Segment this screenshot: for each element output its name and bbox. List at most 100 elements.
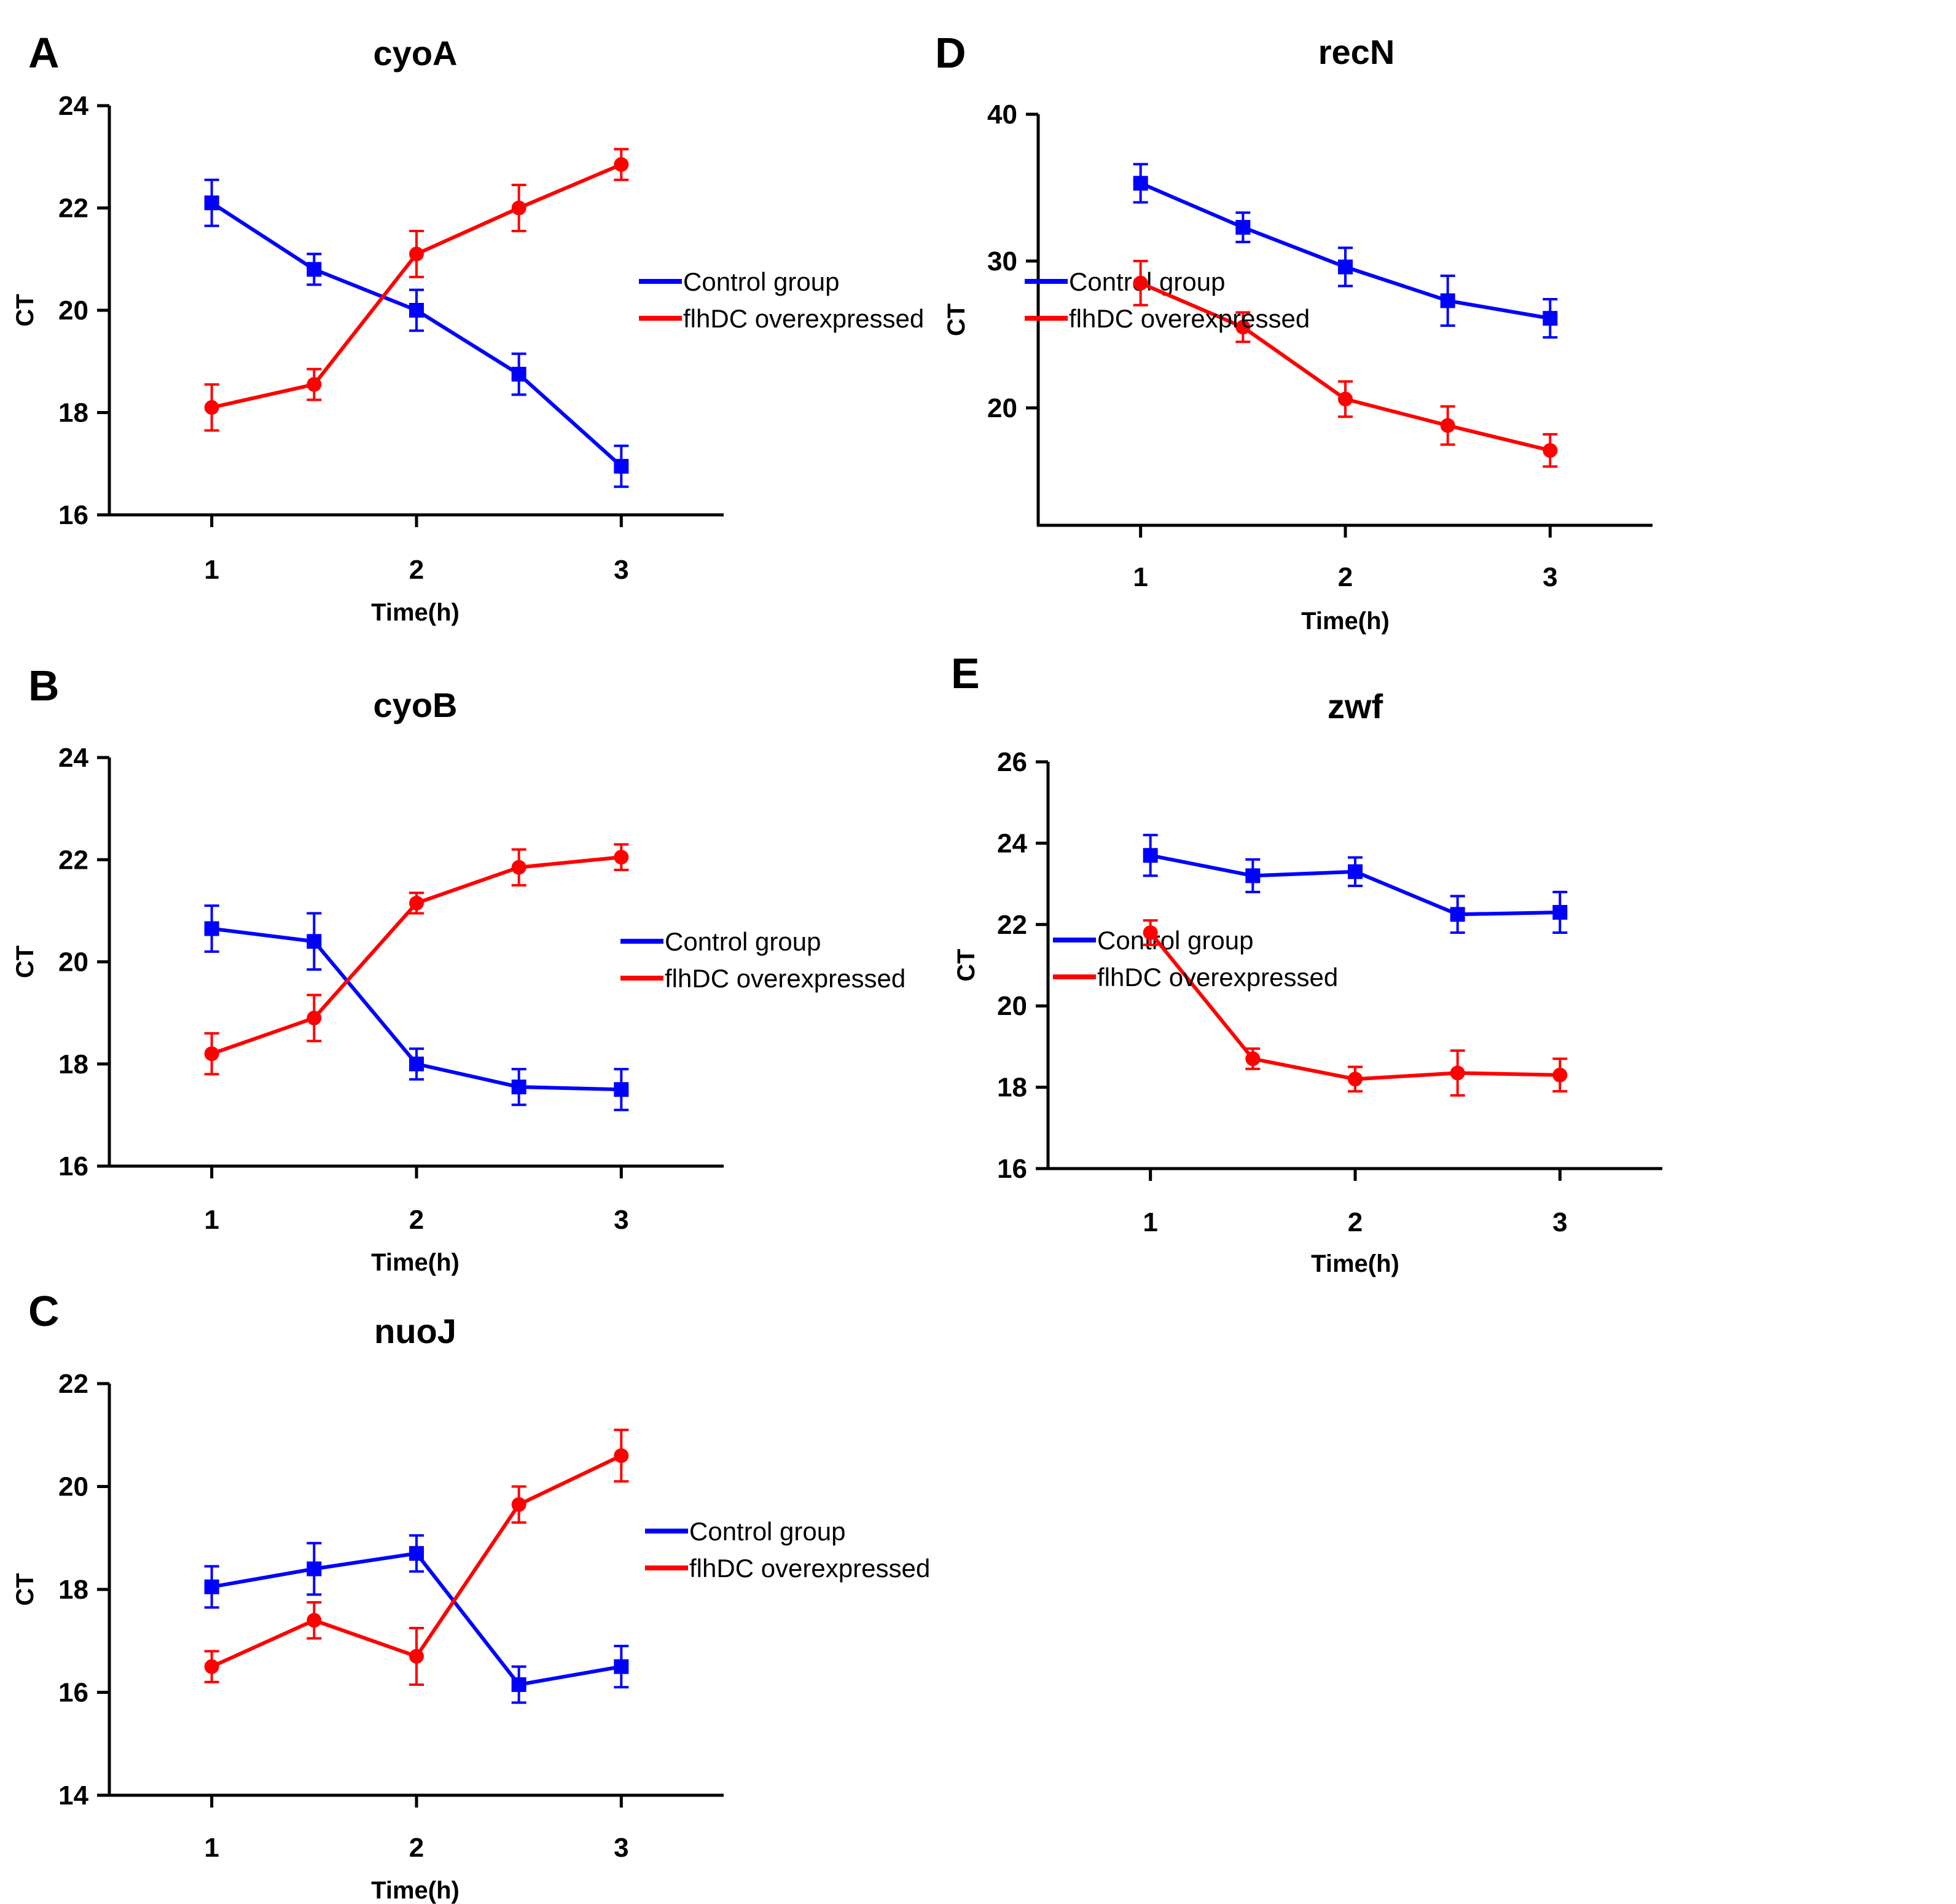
data-point bbox=[1450, 907, 1465, 922]
x-tick-label: 3 bbox=[614, 1833, 628, 1863]
y-tick-label: 24 bbox=[997, 828, 1027, 858]
y-tick-label: 40 bbox=[987, 100, 1017, 130]
x-tick-label: 3 bbox=[1543, 562, 1557, 592]
data-point bbox=[307, 262, 322, 277]
y-tick-label: 18 bbox=[58, 1575, 88, 1605]
y-tick-label: 20 bbox=[58, 947, 88, 977]
y-tick-label: 22 bbox=[58, 1369, 88, 1399]
data-point bbox=[1440, 293, 1455, 308]
chart-title: cyoB bbox=[374, 686, 458, 724]
legend-label: Control group bbox=[1097, 926, 1253, 955]
data-point bbox=[1143, 848, 1158, 863]
data-point bbox=[614, 1448, 629, 1463]
data-point bbox=[409, 1056, 424, 1071]
series-flhdc-overexpressed bbox=[204, 843, 629, 1076]
data-point bbox=[511, 367, 526, 382]
x-tick-label: 3 bbox=[614, 555, 628, 585]
data-point bbox=[307, 1613, 322, 1628]
x-axis-label: Time(h) bbox=[1311, 1250, 1399, 1277]
data-point bbox=[307, 377, 322, 392]
data-point bbox=[1552, 1067, 1568, 1083]
data-point bbox=[1245, 1051, 1261, 1067]
x-tick-label: 1 bbox=[1133, 562, 1148, 592]
data-point bbox=[204, 1046, 219, 1062]
data-point bbox=[409, 1648, 424, 1664]
data-point bbox=[1338, 259, 1353, 275]
data-point bbox=[1235, 319, 1251, 335]
data-point bbox=[1348, 864, 1363, 879]
data-point bbox=[511, 1497, 526, 1512]
series-flhdc-overexpressed bbox=[1133, 259, 1558, 468]
y-axis-label: CT bbox=[12, 946, 39, 978]
x-tick-label: 1 bbox=[204, 1205, 219, 1235]
y-axis-label: CT bbox=[12, 294, 39, 326]
data-point bbox=[1543, 311, 1558, 326]
data-point bbox=[1348, 1071, 1363, 1087]
panel-letter: A bbox=[28, 29, 60, 77]
x-tick-label: 1 bbox=[204, 1833, 219, 1863]
x-tick-label: 1 bbox=[204, 555, 219, 585]
x-tick-label: 2 bbox=[1338, 562, 1353, 592]
x-tick-label: 2 bbox=[409, 1205, 424, 1235]
series-flhdc-overexpressed bbox=[204, 147, 629, 432]
data-point bbox=[1338, 391, 1353, 407]
x-axis-label: Time(h) bbox=[371, 599, 460, 626]
x-tick-label: 2 bbox=[409, 1833, 424, 1863]
x-axis-label: Time(h) bbox=[371, 1249, 460, 1276]
y-tick-label: 16 bbox=[58, 1678, 88, 1708]
y-tick-label: 30 bbox=[987, 246, 1017, 276]
data-point bbox=[511, 1677, 526, 1692]
y-tick-label: 20 bbox=[58, 1472, 88, 1502]
legend-label: flhDC overexpressed bbox=[1069, 304, 1310, 333]
y-tick-label: 16 bbox=[997, 1154, 1027, 1184]
data-point bbox=[1450, 1065, 1465, 1081]
y-axis-label: CT bbox=[12, 1573, 39, 1605]
data-point bbox=[409, 895, 424, 911]
legend-label: Control group bbox=[665, 927, 821, 956]
data-point bbox=[204, 400, 219, 415]
data-point bbox=[614, 850, 629, 865]
panel-letter: E bbox=[951, 649, 980, 697]
data-point bbox=[409, 1546, 424, 1561]
chart-title: cyoA bbox=[374, 34, 458, 72]
x-tick-label: 3 bbox=[614, 1205, 628, 1235]
panel-letter: B bbox=[28, 662, 60, 710]
x-tick-label: 2 bbox=[409, 555, 424, 585]
data-point bbox=[614, 1082, 629, 1097]
data-point bbox=[409, 303, 424, 318]
x-tick-label: 3 bbox=[1552, 1207, 1567, 1237]
data-point bbox=[307, 1561, 322, 1577]
series-control-group bbox=[1143, 834, 1568, 934]
data-point bbox=[614, 1659, 629, 1674]
y-axis-label: CT bbox=[943, 304, 970, 336]
data-point bbox=[1552, 904, 1568, 920]
y-tick-label: 20 bbox=[58, 296, 88, 326]
data-point bbox=[1543, 443, 1558, 458]
y-axis-label: CT bbox=[953, 949, 980, 981]
legend-label: Control group bbox=[683, 267, 839, 296]
series-flhdc-overexpressed bbox=[204, 1428, 629, 1686]
data-point bbox=[204, 1659, 219, 1674]
data-point bbox=[204, 195, 219, 211]
legend-label: flhDC overexpressed bbox=[683, 304, 924, 333]
legend-label: flhDC overexpressed bbox=[665, 964, 906, 993]
data-point bbox=[409, 246, 424, 262]
y-tick-label: 22 bbox=[58, 845, 88, 875]
x-axis-label: Time(h) bbox=[371, 1877, 460, 1904]
data-point bbox=[511, 860, 526, 875]
chart-title: nuoJ bbox=[374, 1312, 456, 1350]
data-point bbox=[511, 1079, 526, 1095]
legend-label: flhDC overexpressed bbox=[1097, 963, 1338, 992]
series-control-group bbox=[204, 1534, 629, 1704]
y-tick-label: 18 bbox=[997, 1073, 1027, 1103]
series-line bbox=[211, 855, 622, 1056]
data-point bbox=[1133, 275, 1148, 291]
y-tick-label: 14 bbox=[58, 1781, 88, 1811]
x-axis-label: Time(h) bbox=[1301, 608, 1390, 635]
data-point bbox=[307, 934, 322, 949]
y-tick-label: 24 bbox=[58, 91, 88, 121]
x-tick-label: 1 bbox=[1143, 1207, 1157, 1237]
